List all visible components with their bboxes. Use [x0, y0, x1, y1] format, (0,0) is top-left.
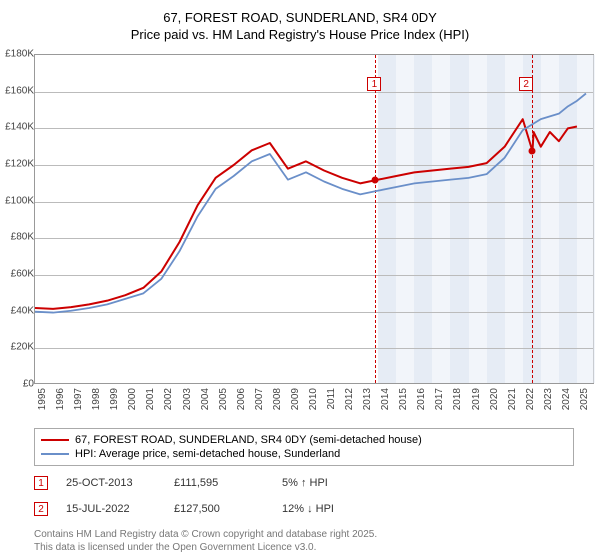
x-axis-tick: 2000: [127, 388, 138, 410]
marker-badge: 1: [34, 476, 48, 490]
y-axis-tick: £180K: [5, 49, 34, 60]
chart-container: 67, FOREST ROAD, SUNDERLAND, SR4 0DY Pri…: [0, 0, 600, 560]
x-axis-tick: 2014: [380, 388, 391, 410]
legend-label: 67, FOREST ROAD, SUNDERLAND, SR4 0DY (se…: [75, 434, 422, 446]
legend-item: HPI: Average price, semi-detached house,…: [41, 447, 567, 461]
x-axis-tick: 2023: [543, 388, 554, 410]
marker-badge: 2: [34, 502, 48, 516]
x-axis-tick: 1999: [109, 388, 120, 410]
x-axis-tick: 2024: [561, 388, 572, 410]
x-axis-tick: 2013: [362, 388, 373, 410]
delta-cell: 5% ↑ HPI: [282, 477, 372, 489]
legend-item: 67, FOREST ROAD, SUNDERLAND, SR4 0DY (se…: [41, 433, 567, 447]
x-axis-tick: 1998: [91, 388, 102, 410]
y-axis-tick: £40K: [11, 305, 34, 316]
y-axis-tick: £120K: [5, 159, 34, 170]
x-axis-tick: 1996: [55, 388, 66, 410]
x-axis-tick: 2012: [344, 388, 355, 410]
footer-line2: This data is licensed under the Open Gov…: [34, 541, 377, 554]
x-axis-tick: 1995: [37, 388, 48, 410]
y-axis-tick: £100K: [5, 195, 34, 206]
footer-line1: Contains HM Land Registry data © Crown c…: [34, 528, 377, 541]
x-axis-tick: 2004: [200, 388, 211, 410]
x-axis-tick: 2016: [416, 388, 427, 410]
x-axis-tick: 2019: [471, 388, 482, 410]
data-table: 1 25-OCT-2013 £111,595 5% ↑ HPI 2 15-JUL…: [34, 470, 372, 522]
legend-label: HPI: Average price, semi-detached house,…: [75, 448, 340, 460]
legend-swatch: [41, 453, 69, 455]
x-axis-tick: 2007: [254, 388, 265, 410]
chart-svg: [35, 55, 595, 385]
x-axis-tick: 2010: [308, 388, 319, 410]
x-axis-tick: 2015: [398, 388, 409, 410]
x-axis-tick: 2003: [182, 388, 193, 410]
table-row: 1 25-OCT-2013 £111,595 5% ↑ HPI: [34, 470, 372, 496]
y-axis-tick: £60K: [11, 269, 34, 280]
price-cell: £127,500: [174, 503, 264, 515]
x-axis-tick: 2006: [236, 388, 247, 410]
x-axis-tick: 2025: [579, 388, 590, 410]
chart-title-line1: 67, FOREST ROAD, SUNDERLAND, SR4 0DY: [0, 0, 600, 25]
y-axis-tick: £160K: [5, 85, 34, 96]
x-axis-tick: 2011: [326, 388, 337, 410]
legend-box: 67, FOREST ROAD, SUNDERLAND, SR4 0DY (se…: [34, 428, 574, 466]
x-axis-tick: 2001: [145, 388, 156, 410]
x-axis-tick: 2002: [163, 388, 174, 410]
x-axis-tick: 2009: [290, 388, 301, 410]
x-axis-tick: 1997: [73, 388, 84, 410]
date-cell: 15-JUL-2022: [66, 503, 156, 515]
x-axis-tick: 2008: [272, 388, 283, 410]
x-axis-tick: 2020: [489, 388, 500, 410]
x-axis-tick: 2005: [218, 388, 229, 410]
date-cell: 25-OCT-2013: [66, 477, 156, 489]
y-axis-tick: £140K: [5, 122, 34, 133]
y-axis-tick: £80K: [11, 232, 34, 243]
delta-cell: 12% ↓ HPI: [282, 503, 372, 515]
x-axis-tick: 2018: [452, 388, 463, 410]
price-cell: £111,595: [174, 477, 264, 489]
x-axis-tick: 2021: [507, 388, 518, 410]
x-axis-tick: 2017: [434, 388, 445, 410]
y-axis-tick: £0: [23, 379, 34, 390]
y-axis-tick: £20K: [11, 342, 34, 353]
chart-plot-area: 12: [34, 54, 594, 384]
footer-attribution: Contains HM Land Registry data © Crown c…: [34, 528, 377, 554]
table-row: 2 15-JUL-2022 £127,500 12% ↓ HPI: [34, 496, 372, 522]
legend-swatch: [41, 439, 69, 441]
chart-title-line2: Price paid vs. HM Land Registry's House …: [0, 25, 600, 50]
x-axis-tick: 2022: [525, 388, 536, 410]
